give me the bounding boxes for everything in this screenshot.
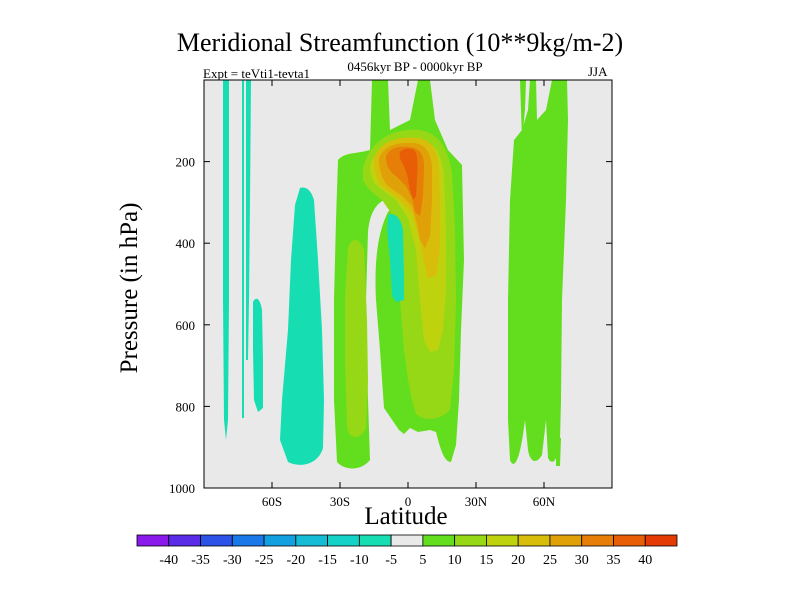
colorbar-swatch — [549, 534, 583, 547]
colorbar-swatch — [263, 534, 297, 547]
colorbar-label: -25 — [255, 553, 274, 568]
contour-sh-midlat-cell — [253, 298, 263, 412]
colorbar-swatch — [613, 534, 646, 547]
colorbar-swatch — [390, 534, 424, 547]
colorbar-swatch — [581, 534, 614, 547]
period-label: 0456kyr BP - 0000kyr BP — [347, 59, 483, 74]
y-tick-label: 600 — [176, 318, 196, 333]
contour-sh-polar-thin-strip — [242, 80, 244, 418]
x-tick-label: 30N — [465, 494, 488, 509]
colorbar-swatch — [200, 534, 233, 547]
colorbar-swatch — [327, 534, 360, 547]
colorbar-swatch — [295, 534, 328, 547]
colorbar-label: 10 — [448, 553, 462, 568]
colorbar-label: -20 — [286, 553, 305, 568]
colorbar-swatch — [517, 534, 551, 547]
colorbar-label: -30 — [223, 553, 242, 568]
colorbar-label: -40 — [159, 553, 178, 568]
contour-nh-ferrel-cell — [508, 80, 568, 464]
colorbar-label: 5 — [419, 553, 426, 568]
x-tick-label: 0 — [405, 494, 412, 509]
colorbar-label: 30 — [575, 553, 589, 568]
chart-title: Meridional Streamfunction (10**9kg/m-2) — [176, 28, 624, 57]
colorbar-swatch — [486, 534, 519, 547]
contour-equatorial-negative — [387, 214, 404, 302]
contour-hadley-15 — [345, 239, 368, 437]
contour-nh-column-1 — [520, 80, 526, 140]
experiment-label: Expt = teVti1-tevta1 — [203, 66, 310, 81]
x-tick-label: 30S — [330, 494, 350, 509]
colorbar-swatch — [136, 534, 170, 547]
colorbar-label: 40 — [638, 553, 652, 568]
y-tick-label: 1000 — [169, 481, 195, 496]
contour-sh-polar-strip-2 — [246, 80, 251, 360]
contour-hadley-40 — [399, 148, 418, 200]
x-tick-label: 60N — [533, 494, 556, 509]
contour-layer — [223, 80, 568, 469]
colorbar-swatch — [644, 534, 678, 547]
colorbar-label: 25 — [543, 553, 557, 568]
contour-sh-ferrel-cell — [280, 187, 324, 465]
y-tick-label: 200 — [176, 155, 196, 170]
colorbar-swatch — [358, 534, 392, 547]
contour-nh-column-edge — [556, 438, 561, 466]
colorbar: -40 -35 -30 -25 -20 -15 -10 -5 5 10 15 20 25 30 35 40 — [136, 534, 678, 568]
x-axis-label: Latitude — [364, 503, 448, 530]
colorbar-label: 20 — [511, 553, 525, 568]
y-tick-label: 800 — [176, 399, 196, 414]
colorbar-label: 15 — [479, 553, 493, 568]
contour-sh-polar-strip — [223, 80, 229, 440]
colorbar-swatch — [168, 534, 201, 547]
colorbar-swatch — [231, 534, 265, 547]
axes-layer: 60S 30S 0 30N 60N 200 400 600 800 1000 — [169, 80, 612, 509]
season-label: JJA — [588, 64, 608, 79]
colorbar-label: -10 — [350, 553, 369, 568]
colorbar-label: -5 — [385, 553, 397, 568]
y-tick-label: 400 — [176, 236, 196, 251]
colorbar-swatch — [454, 534, 487, 547]
colorbar-swatch — [422, 534, 456, 547]
x-tick-label: 60S — [262, 494, 282, 509]
colorbar-label: -15 — [318, 553, 337, 568]
colorbar-label: 35 — [606, 553, 620, 568]
colorbar-label: -35 — [191, 553, 210, 568]
